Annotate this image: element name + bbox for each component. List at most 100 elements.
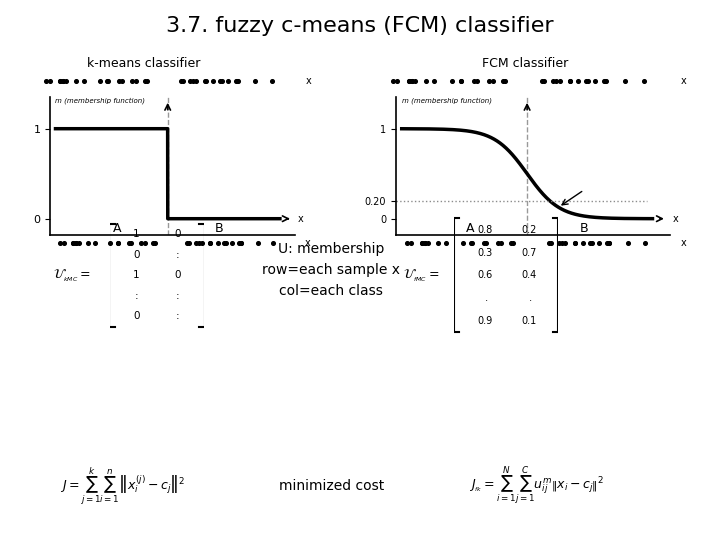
Point [102,76,113,85]
Point [125,238,137,247]
Text: minimized cost: minimized cost [279,479,384,493]
Point [40,76,52,85]
Point [190,76,202,85]
Text: $J_{_{fk}}=\sum_{i=1}^{N}\sum_{j=1}^{C}u_{ij}^{m}\left\|x_{i}-c_{j}\right\|^{2}$: $J_{_{fk}}=\sum_{i=1}^{N}\sum_{j=1}^{C}u… [469,465,604,507]
Point [68,238,79,247]
Text: :: : [176,291,179,301]
Point [446,76,458,85]
Point [184,76,196,85]
Point [569,238,580,247]
Point [497,76,508,85]
Point [403,76,415,85]
Point [204,238,216,247]
Point [638,76,649,85]
Point [619,76,631,85]
Point [60,76,72,85]
Point [403,76,415,85]
Text: 0.8: 0.8 [477,225,492,235]
Text: 0: 0 [174,230,181,239]
Text: B: B [580,222,588,235]
Text: 0.1: 0.1 [521,315,536,326]
Point [405,238,416,247]
Point [212,238,223,247]
Text: x: x [305,238,311,248]
Point [207,76,219,85]
Point [455,76,467,85]
Point [543,238,554,247]
Point [135,238,147,247]
Text: x: x [681,76,687,86]
Point [487,76,498,85]
Point [545,238,557,247]
Point [266,76,278,85]
Text: x: x [305,76,311,86]
Text: 0.6: 0.6 [477,271,492,280]
Point [598,76,609,85]
Point [204,238,216,247]
Text: 0: 0 [133,312,140,321]
Point [603,238,615,247]
Point [252,238,264,247]
Point [175,76,186,85]
Point [78,76,89,85]
Point [73,238,85,247]
Point [141,76,153,85]
Point [193,238,204,247]
Point [564,76,576,85]
Text: :: : [176,312,179,321]
Point [148,238,159,247]
Point [499,76,510,85]
Point [468,76,480,85]
Point [492,238,503,247]
Text: 1: 1 [133,271,140,280]
Point [55,76,66,85]
Point [112,238,124,247]
Text: 0.2: 0.2 [521,225,536,235]
Text: FCM classifier: FCM classifier [482,57,569,70]
Point [593,238,604,247]
Point [233,238,245,247]
Point [433,238,444,247]
Point [572,76,584,85]
Point [564,76,575,85]
Point [622,238,634,247]
Point [58,76,69,85]
Point [428,76,440,85]
Text: m (membership function): m (membership function) [402,97,492,104]
Point [639,238,651,247]
Point [216,76,228,85]
Point [112,238,124,247]
Point [54,238,66,247]
Text: $\mathcal{U}_{_{kMC}}=$: $\mathcal{U}_{_{kMC}}=$ [53,267,91,284]
Point [123,238,135,247]
Point [471,76,482,85]
Point [422,238,433,247]
Point [199,76,211,85]
Text: 0.4: 0.4 [521,271,536,280]
Point [554,76,565,85]
Point [587,238,598,247]
Text: x: x [672,214,678,224]
Point [466,238,477,247]
Point [267,238,279,247]
Point [505,238,517,247]
Point [547,76,559,85]
Point [102,76,114,85]
Point [410,76,421,85]
Point [183,238,194,247]
Point [441,238,452,247]
Point [89,238,101,247]
Point [553,238,564,247]
Point [401,238,413,247]
Text: B: B [215,222,223,235]
Point [419,238,431,247]
Point [130,76,142,85]
Point [218,238,230,247]
Point [94,76,105,85]
Point [584,238,595,247]
Text: .: . [526,293,532,303]
Point [466,238,477,247]
Point [214,76,225,85]
Text: U: membership
row=each sample x
col=each class: U: membership row=each sample x col=each… [262,242,400,298]
Point [55,76,66,85]
